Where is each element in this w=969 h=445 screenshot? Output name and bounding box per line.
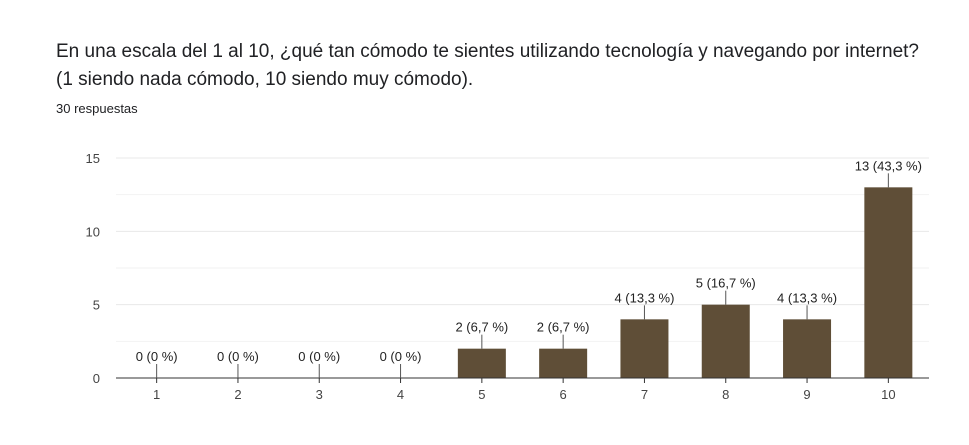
data-label: 5 (16,7 %) — [696, 276, 756, 291]
x-tick-label: 7 — [641, 387, 648, 402]
x-tick-label: 9 — [803, 387, 810, 402]
bar — [620, 319, 669, 378]
data-labels: 0 (0 %) 0 (0 %) 0 (0 %) 0 (0 %) 2 (6,7 %) 2 (… — [136, 158, 922, 378]
bar — [539, 348, 588, 378]
bar — [701, 304, 750, 378]
bar — [783, 319, 832, 378]
data-label: 4 (13,3 %) — [777, 290, 837, 305]
y-tick-label: 15 — [86, 151, 100, 166]
data-label: 0 (0 %) — [217, 349, 259, 364]
bars — [457, 187, 913, 378]
y-tick-label: 10 — [86, 224, 100, 239]
x-tick-label: 8 — [722, 387, 729, 402]
question-title: En una escala del 1 al 10, ¿qué tan cómo… — [56, 41, 919, 90]
x-tick-label: 5 — [478, 387, 485, 402]
data-label: 0 (0 %) — [298, 349, 340, 364]
data-label: 0 (0 %) — [136, 349, 178, 364]
x-tick-label: 2 — [234, 387, 241, 402]
x-tick-label: 1 — [153, 387, 160, 402]
bar — [457, 348, 506, 378]
response-count: 30 respuestas — [56, 101, 138, 116]
data-label: 2 (6,7 %) — [455, 320, 508, 335]
data-label: 13 (43,3 %) — [855, 158, 922, 173]
x-tick-label: 3 — [316, 387, 323, 402]
data-label: 4 (13,3 %) — [614, 290, 674, 305]
data-label: 0 (0 %) — [380, 349, 422, 364]
x-tick-label: 6 — [560, 387, 567, 402]
y-tick-label: 0 — [93, 371, 100, 386]
data-label: 2 (6,7 %) — [537, 320, 590, 335]
y-tick-label: 5 — [93, 298, 100, 313]
x-tick-label: 10 — [881, 387, 895, 402]
x-tick-label: 4 — [397, 387, 404, 402]
bar — [864, 187, 913, 378]
axes: 0 5 10 15 1 2 3 4 5 6 7 8 9 10 — [86, 151, 929, 402]
